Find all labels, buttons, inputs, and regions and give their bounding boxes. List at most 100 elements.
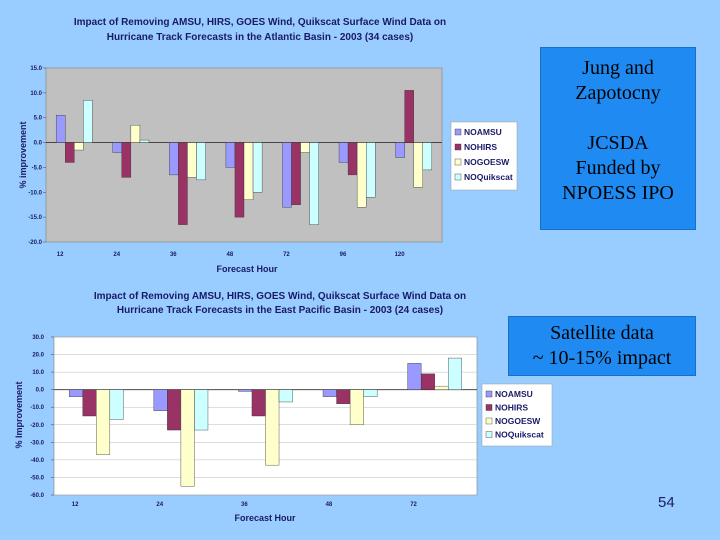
legend-label: NOGOESW bbox=[495, 416, 541, 426]
bar-nogoesw-48 bbox=[349, 389, 364, 425]
bar-noamsu-36 bbox=[238, 389, 253, 392]
legend-label: NOQuikscat bbox=[495, 430, 544, 440]
x-tick-label: 24 bbox=[156, 502, 163, 508]
y-tick-label: -5.0 bbox=[32, 165, 43, 171]
x-tick-label: 36 bbox=[170, 252, 177, 258]
chart2-title-line2: Hurricane Track Forecasts in the East Pa… bbox=[117, 305, 443, 316]
bar-nogoesw-36 bbox=[265, 389, 280, 466]
x-tick-label: 12 bbox=[72, 502, 79, 508]
y-tick-label: -30.0 bbox=[30, 440, 44, 446]
credits-line: Funded by bbox=[575, 157, 661, 179]
credits-textbox: Jung and Zapotocny JCSDA Funded by NPOES… bbox=[540, 47, 696, 230]
credits-line bbox=[541, 106, 695, 131]
y-tick-label: -60.0 bbox=[30, 493, 44, 499]
bar-noamsu-72 bbox=[407, 363, 422, 390]
legend-swatch bbox=[454, 128, 462, 136]
bar-noamsu-12 bbox=[69, 389, 83, 397]
legend-box bbox=[450, 121, 518, 191]
legend-swatch bbox=[485, 404, 493, 411]
bar-noamsu-48 bbox=[322, 389, 337, 397]
bar-noamsu-72 bbox=[282, 142, 292, 208]
bar-noquikscat-12 bbox=[109, 389, 124, 420]
bar-noquikscat-120 bbox=[422, 142, 433, 171]
legend-swatch bbox=[485, 431, 493, 438]
x-tick-label: 72 bbox=[283, 252, 290, 258]
bar-noquikscat-36 bbox=[278, 389, 293, 403]
legend-swatch bbox=[454, 143, 462, 151]
bar-noquikscat-96 bbox=[365, 142, 376, 198]
chart1-title-line2: Hurricane Track Forecasts in the Atlanti… bbox=[107, 32, 413, 43]
legend-label: NOAMSU bbox=[495, 389, 533, 399]
bar-nogoesw-72 bbox=[434, 385, 449, 390]
legend-swatch bbox=[485, 390, 493, 398]
impact-line: Satellite data bbox=[550, 322, 654, 344]
y-tick-label: -10.0 bbox=[28, 190, 42, 196]
bar-nogoesw-120 bbox=[413, 142, 423, 188]
bar-noquikscat-24 bbox=[194, 389, 209, 431]
credits-line: Zapotocny bbox=[575, 82, 661, 104]
bar-noamsu-24 bbox=[153, 389, 168, 411]
y-tick-label: -40.0 bbox=[30, 458, 44, 464]
bar-noamsu-24 bbox=[112, 142, 123, 153]
bar-nohirs-12 bbox=[82, 389, 97, 417]
chart2-title-line1: Impact of Removing AMSU, HIRS, GOES Wind… bbox=[94, 291, 466, 302]
x-tick-label: 12 bbox=[57, 252, 64, 258]
x-tick-label: 36 bbox=[241, 502, 248, 508]
legend-box bbox=[481, 383, 553, 447]
bar-nohirs-24 bbox=[167, 389, 182, 431]
bar-nohirs-36 bbox=[178, 142, 188, 225]
bar-noamsu-36 bbox=[169, 142, 179, 176]
bar-noquikscat-24 bbox=[139, 139, 150, 143]
chart2-xlabel: Forecast Hour bbox=[234, 513, 296, 523]
y-tick-label: 30.0 bbox=[32, 335, 44, 341]
bar-nogoesw-24 bbox=[180, 389, 195, 487]
x-tick-label: 48 bbox=[227, 252, 234, 258]
bar-nogoesw-12 bbox=[96, 389, 111, 455]
legend-label: NOHIRS bbox=[464, 142, 497, 152]
legend-label: NOHIRS bbox=[495, 403, 528, 413]
bar-nogoesw-12 bbox=[74, 142, 84, 151]
bar-nogoesw-48 bbox=[243, 142, 254, 200]
credits-line: Jung and bbox=[582, 57, 654, 79]
bar-noamsu-48 bbox=[225, 142, 236, 168]
bar-nohirs-12 bbox=[65, 142, 75, 163]
y-tick-label: -20.0 bbox=[30, 423, 44, 429]
bar-noquikscat-72 bbox=[309, 142, 319, 225]
x-tick-label: 48 bbox=[326, 502, 333, 508]
credits-line: NPOESS IPO bbox=[562, 182, 674, 204]
atlantic-chart: Impact of Removing AMSU, HIRS, GOES Wind… bbox=[18, 17, 518, 274]
chart1-xlabel: Forecast Hour bbox=[216, 264, 278, 274]
bar-nohirs-24 bbox=[121, 142, 132, 178]
x-tick-label: 120 bbox=[395, 252, 406, 258]
y-tick-label: 0.0 bbox=[34, 141, 43, 147]
legend-label: NOAMSU bbox=[464, 127, 502, 137]
bar-noquikscat-72 bbox=[448, 357, 462, 390]
impact-line: ~ 10-15% impact bbox=[532, 347, 672, 369]
y-tick-label: 0.0 bbox=[36, 388, 45, 394]
bar-noquikscat-36 bbox=[196, 142, 206, 181]
page-number: 54 bbox=[658, 494, 675, 511]
chart1-title-line1: Impact of Removing AMSU, HIRS, GOES Wind… bbox=[74, 17, 446, 28]
bar-noquikscat-12 bbox=[83, 100, 93, 143]
bar-nohirs-72 bbox=[420, 373, 435, 390]
y-tick-label: -15.0 bbox=[28, 215, 42, 221]
bar-nohirs-36 bbox=[251, 389, 266, 417]
y-tick-label: 20.0 bbox=[32, 353, 44, 359]
bar-noamsu-12 bbox=[55, 115, 66, 143]
legend-label: NOGOESW bbox=[464, 157, 510, 167]
x-tick-label: 72 bbox=[410, 502, 417, 508]
x-tick-label: 96 bbox=[340, 252, 347, 258]
bar-nohirs-96 bbox=[347, 142, 358, 176]
y-tick-label: -50.0 bbox=[30, 475, 44, 481]
bar-noquikscat-48 bbox=[363, 389, 378, 397]
bar-nogoesw-96 bbox=[356, 142, 367, 208]
legend-label: NOQuikscat bbox=[464, 172, 513, 182]
bar-nohirs-72 bbox=[291, 142, 301, 205]
bar-nohirs-48 bbox=[234, 142, 245, 218]
y-tick-label: -10.0 bbox=[30, 405, 44, 411]
bar-noamsu-96 bbox=[338, 142, 349, 163]
credits-line: JCSDA bbox=[587, 132, 649, 154]
chart2-ylabel: % Improvement bbox=[14, 381, 24, 448]
bar-nohirs-48 bbox=[336, 389, 351, 404]
